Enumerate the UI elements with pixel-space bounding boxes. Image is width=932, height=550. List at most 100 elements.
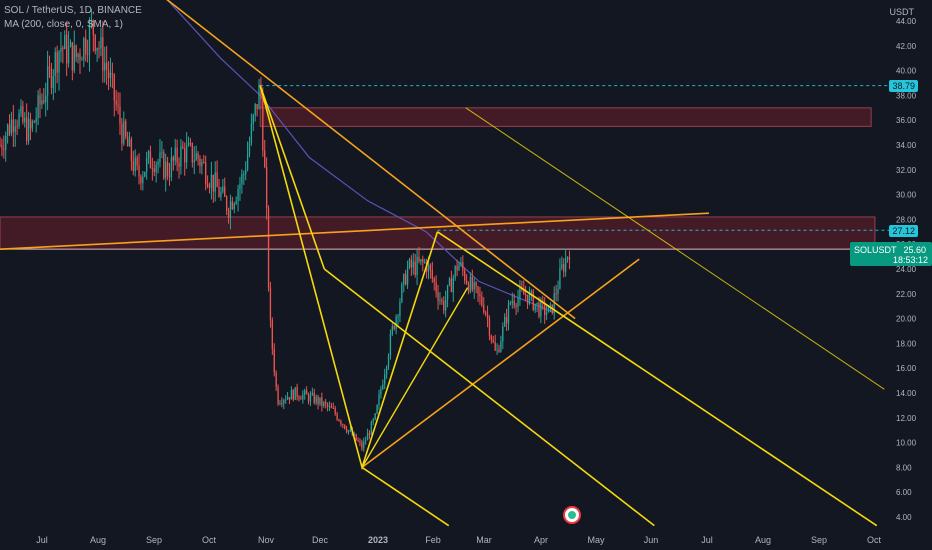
candle-body [6, 124, 9, 136]
candle-body [559, 268, 561, 289]
candle-body [385, 366, 388, 375]
candle-body [414, 261, 416, 275]
currency-label[interactable]: USDT [889, 7, 915, 17]
candle-body [441, 299, 443, 301]
candle-body [347, 430, 350, 432]
candle-body [216, 172, 218, 187]
candle-body [353, 433, 355, 436]
candle-body [342, 424, 344, 426]
candle-body [420, 259, 422, 262]
candle-body [387, 355, 390, 367]
y-axis-tick-label: 24.00 [896, 265, 917, 274]
candle-body [170, 157, 173, 178]
candle-body [92, 20, 94, 36]
x-axis-tick-label: Aug [755, 535, 771, 545]
candle-body [123, 121, 125, 144]
candle-body [130, 139, 133, 162]
candle-body [526, 294, 529, 304]
candle-body [317, 396, 319, 405]
last-price-value: 25.60 [903, 245, 926, 255]
candle-body [245, 169, 247, 175]
candle-body [505, 316, 508, 324]
candle-body [83, 38, 85, 60]
candle-body [29, 118, 32, 129]
candle-body [399, 301, 401, 317]
resistance-zone-1 [259, 107, 872, 127]
x-axis-tick-label: Aug [90, 535, 106, 545]
candle-body [446, 285, 449, 300]
candle-body [418, 256, 420, 262]
candle-body [79, 53, 81, 60]
y-axis-tick-label: 6.00 [896, 488, 912, 497]
candle-body [69, 42, 72, 47]
candle-body [48, 66, 51, 69]
legend-symbol-title[interactable]: SOL / TetherUS, 1D, BINANCE [4, 5, 142, 16]
candle-body [393, 326, 395, 330]
candle-body [437, 292, 439, 301]
y-axis-tick-label: 36.00 [896, 116, 917, 125]
candle-body [304, 390, 306, 395]
candle-body [309, 394, 312, 402]
y-axis-tick-label: 4.00 [896, 513, 912, 522]
candle-body [281, 403, 283, 405]
candle-body [3, 148, 5, 150]
candle-body [157, 162, 159, 165]
y-axis-tick-label: 28.00 [896, 215, 917, 224]
candle-body [203, 161, 205, 163]
trendline-rising [361, 258, 640, 469]
candle-body [64, 35, 66, 49]
candle-body [98, 48, 100, 50]
candle-body [534, 303, 536, 310]
candle-body [397, 316, 399, 318]
candle-body [85, 38, 87, 54]
candle-body [279, 403, 281, 405]
candle-body [326, 404, 329, 407]
candle-body [549, 304, 552, 306]
candle-body [24, 117, 26, 123]
candle-body [540, 300, 542, 317]
candle-body [404, 274, 407, 285]
candle-body [431, 269, 433, 279]
candle-body [532, 291, 534, 310]
candle-body [113, 74, 115, 101]
candle-body [378, 394, 380, 405]
candle-body [149, 151, 152, 169]
candle-body [325, 402, 327, 405]
candle-body [321, 397, 323, 406]
candle-body [435, 282, 437, 293]
candle-body [486, 313, 489, 319]
candle-body [462, 262, 464, 271]
candle-body [364, 440, 367, 442]
candle-body [490, 335, 493, 340]
candle-body [189, 142, 192, 144]
candle-body [81, 59, 83, 61]
candle-body [147, 151, 150, 159]
candle-body [500, 341, 502, 352]
candle-body [427, 264, 430, 272]
tradingview-logo-icon[interactable] [563, 506, 581, 524]
candle-body [376, 404, 378, 414]
candle-body [125, 121, 127, 137]
legend-indicator[interactable]: MA (200, close, 0, SMA, 1) [4, 19, 123, 30]
price-tag-27-12: 27.12 [889, 225, 918, 237]
candle-body [191, 143, 194, 163]
candle-body [227, 210, 230, 218]
candle-body [448, 278, 451, 286]
candle-body [496, 349, 498, 351]
candle-body [288, 397, 291, 400]
candle-body [86, 53, 89, 55]
candle-body [340, 420, 342, 425]
candle-body [561, 264, 563, 269]
candle-body [250, 123, 253, 143]
candle-body [484, 312, 487, 314]
candle-body [511, 300, 513, 303]
candle-body [12, 119, 14, 132]
candle-body [336, 413, 338, 420]
candle-body [20, 106, 22, 114]
x-axis-tick-label: Feb [425, 535, 441, 545]
candle-body [45, 95, 47, 103]
y-axis-tick-label: 18.00 [896, 339, 917, 348]
candle-body [290, 390, 293, 400]
